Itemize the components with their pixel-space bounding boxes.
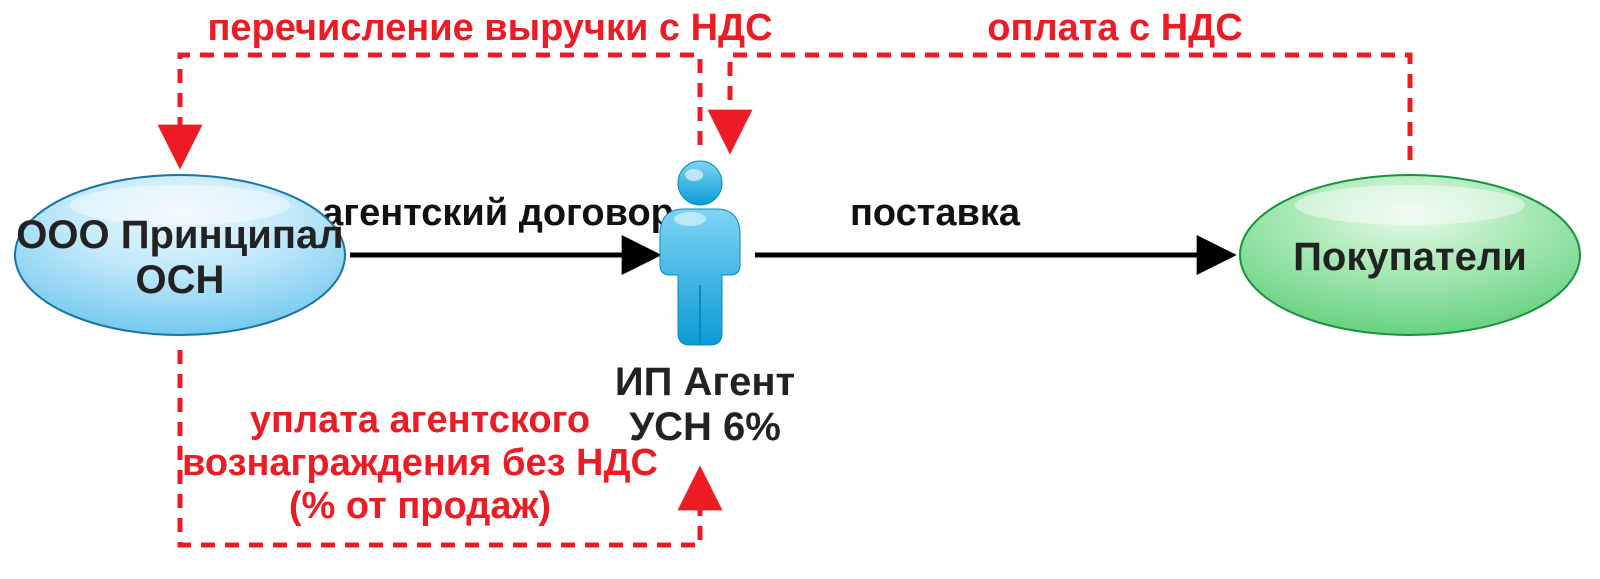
- node-agent-label-2: УСН 6%: [629, 405, 781, 449]
- edge-agent-fee-label-1: уплата агентского: [250, 399, 590, 441]
- edge-delivery-label: поставка: [850, 192, 1021, 234]
- node-principal-label-2: ОСН: [136, 258, 225, 302]
- edge-agent-contract-label: агентский договор: [322, 192, 674, 234]
- edge-payment-label: оплата с НДС: [987, 7, 1242, 49]
- edge-payment: оплата с НДС: [730, 7, 1410, 160]
- node-principal: ООО Принципал ОСН: [15, 175, 345, 335]
- edge-agent-fee-label-2: вознаграждения без НДС: [182, 442, 658, 484]
- node-agent-label-1: ИП Агент: [615, 360, 795, 404]
- person-icon: [660, 161, 740, 345]
- edge-revenue-transfer-label: перечисление выручки с НДС: [207, 7, 772, 49]
- edge-agent-fee-label-3: (% от продаж): [289, 485, 551, 527]
- edge-revenue-transfer: перечисление выручки с НДС: [180, 7, 773, 160]
- edge-agent-contract: агентский договор: [322, 192, 674, 255]
- flowchart-canvas: перечисление выручки с НДС оплата с НДС …: [0, 0, 1600, 579]
- edge-delivery: поставка: [755, 192, 1230, 255]
- node-buyers: Покупатели: [1240, 175, 1580, 335]
- node-buyers-label: Покупатели: [1293, 235, 1527, 279]
- node-principal-label-1: ООО Принципал: [16, 213, 343, 257]
